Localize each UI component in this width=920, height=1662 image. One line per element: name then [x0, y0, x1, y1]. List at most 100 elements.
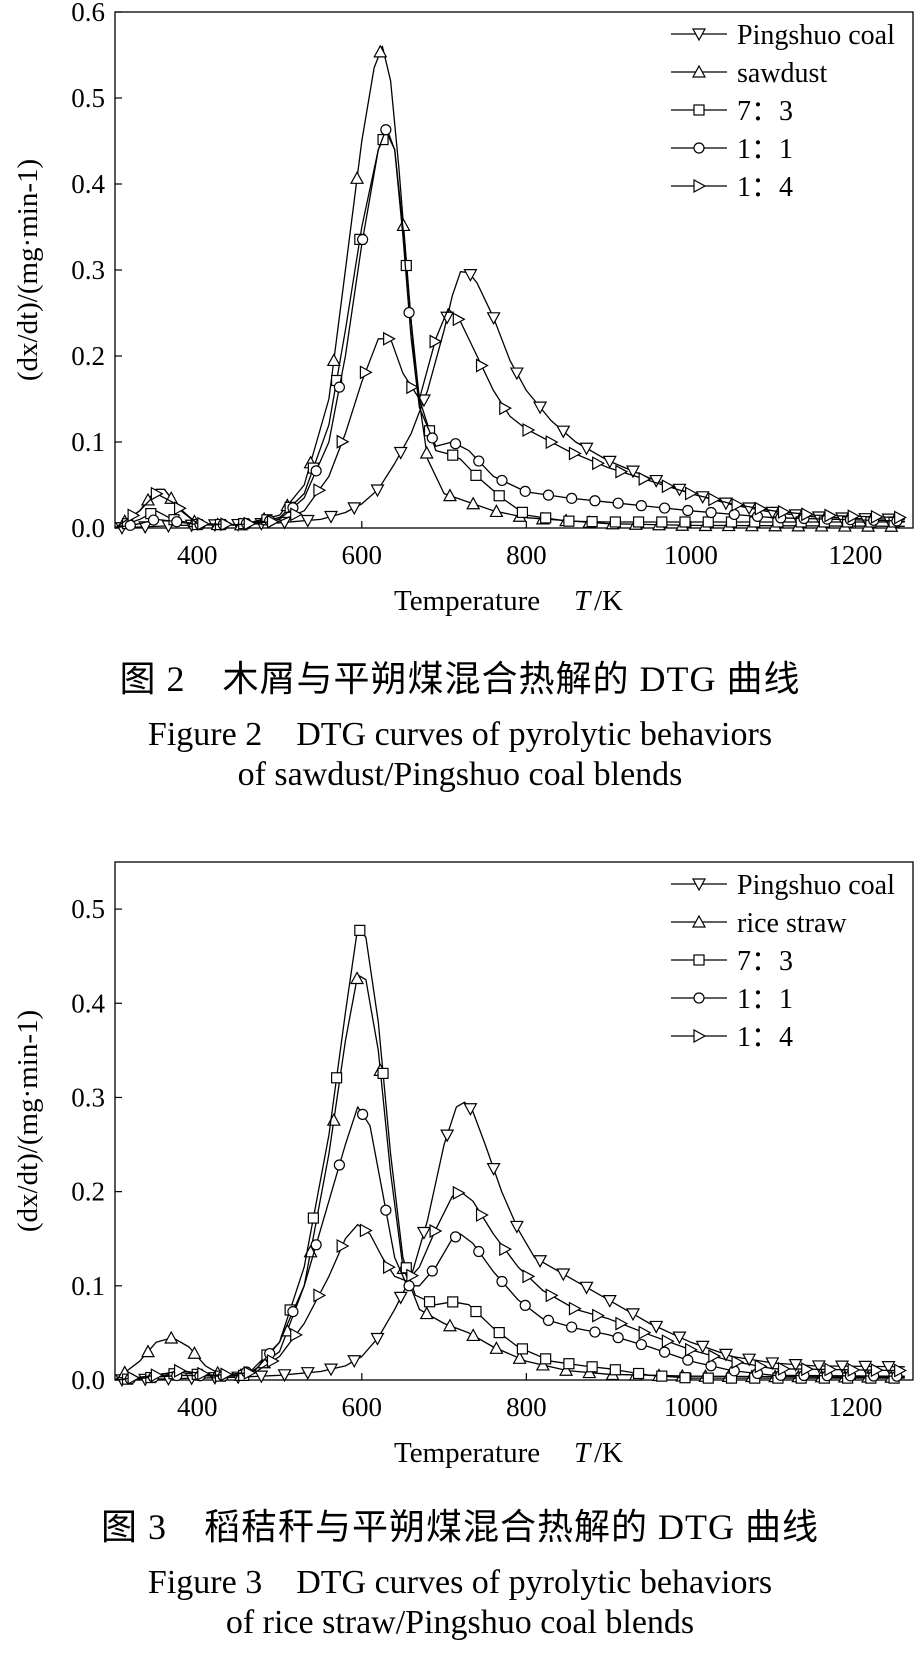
chart1-data-point: [602, 455, 617, 469]
chart2-data-point: [811, 1360, 826, 1374]
chart2-plot-frame: [114, 861, 914, 1381]
chart2-legend-label: Pingshuo coal: [737, 870, 895, 901]
chart1-data-point: [563, 515, 575, 527]
chart1-data-point: [661, 479, 675, 494]
chart1-xtick-label: 400: [177, 540, 218, 570]
chart1-data-point: [592, 456, 605, 471]
chart2-series-line: [114, 1106, 905, 1381]
chart1-y-axis-label: (dx/dt)/(mg·min-1): [12, 159, 44, 381]
chart1-legend-marker-1-4: [693, 178, 707, 194]
chart1-xtick-label: 800: [506, 540, 547, 570]
chart1-data-point: [400, 259, 412, 272]
chart2-data-point: [403, 1280, 415, 1292]
chart2-data-point: [559, 1363, 574, 1376]
chart2-data-point: [452, 1185, 466, 1200]
chart2-legend-label: 7：3: [737, 946, 793, 977]
chart1-data-point: [124, 519, 136, 531]
chart2-data-point: [824, 1362, 838, 1377]
chart2-data-point: [463, 1103, 478, 1117]
chart1-data-point: [347, 502, 362, 516]
chart2-data-point: [632, 1367, 645, 1380]
chart2-legend: Pingshuo coal rice straw 7：3 1：1 1：4: [671, 870, 895, 1053]
chart1-legend-marker-pingshuo-coal: [691, 28, 707, 42]
chart1-data-point: [632, 516, 645, 528]
chart2-data-point: [470, 1305, 482, 1318]
chart1-data-point: [266, 514, 280, 529]
chart1-data-point: [466, 496, 481, 510]
chart2-data-point: [442, 1318, 457, 1332]
chart1-data-point: [609, 516, 621, 528]
chart1-legend-marker-1-1: [693, 142, 705, 154]
chart2-data-point: [672, 1331, 687, 1345]
chart2-data-point: [801, 1362, 815, 1377]
chart2-data-point: [708, 1349, 722, 1364]
chart1-legend-label: sawdust: [737, 58, 827, 89]
chart2-data-point: [512, 1351, 527, 1364]
chart2-x-axis-symbol: T: [574, 1437, 592, 1468]
chart2-data-point: [393, 1291, 408, 1305]
chart1-xtick-label: 1000: [664, 540, 718, 570]
chart1-data-point: [586, 516, 598, 528]
chart1-data-point: [127, 508, 141, 523]
chart1-legend: Pingshuo coal sawdust 7：3 1：1 1：4: [671, 20, 895, 203]
chart2-data-point: [243, 1365, 257, 1380]
chart1-data-point: [568, 446, 582, 461]
chart2-data-point: [705, 1360, 717, 1372]
chart2-ytick-label: 0.4: [71, 988, 105, 1018]
chart1-data-point: [579, 442, 594, 456]
chart2-xtick-label: 1000: [664, 1392, 718, 1422]
chart2-data-point: [440, 1129, 455, 1143]
chart2-data-point: [586, 1361, 598, 1373]
chart2-series-1-4: [114, 1185, 907, 1385]
chart1-data-point: [370, 484, 385, 498]
chart2-ytick-label: 0.2: [71, 1177, 105, 1207]
chart1-data-point: [359, 365, 373, 380]
chart1-data-point: [625, 465, 641, 479]
chart1-data-point: [470, 469, 482, 481]
chart2-data-point: [197, 1366, 211, 1381]
chart2-data-point: [533, 1255, 548, 1268]
chart1-data-point: [635, 500, 647, 512]
chart1-series-line: [114, 308, 905, 529]
chart2-data-point: [489, 1341, 504, 1354]
chart2-data-point: [473, 1245, 485, 1258]
chart2-series-line: [114, 1101, 905, 1381]
figure-2: 0.0 0.1 0.2 0.3 0.4 0.5 0.6 400 600 800 1000 1200 Te…: [0, 0, 920, 830]
chart1-data-point: [324, 510, 339, 524]
chart1-data-point: [519, 485, 531, 497]
chart2-data-point: [173, 1363, 187, 1378]
chart1-data-point: [310, 465, 322, 477]
chart2-data-point: [423, 1296, 436, 1308]
chart2-data-point: [649, 1320, 664, 1334]
chart2-data-point: [702, 1372, 714, 1384]
chart2-x-axis-label: Temperature: [394, 1437, 540, 1468]
chart2-xtick-label: 600: [342, 1392, 383, 1422]
chart1-series-pingshuo-coal: [114, 269, 905, 535]
chart2-data-point: [656, 1370, 668, 1382]
chart1-data-point: [777, 504, 791, 519]
chart1-ytick-label: 0.6: [71, 0, 105, 27]
chart2-data-point: [310, 1239, 322, 1251]
chart1-ytick-label: 0.1: [71, 427, 105, 457]
chart1-data-point: [393, 446, 408, 460]
chart1-data-point: [496, 474, 508, 487]
chart1-data-point: [731, 497, 745, 512]
chart1-data-point: [682, 504, 694, 517]
chart1-data-point: [702, 516, 714, 528]
chart2-xtick-label: 400: [177, 1392, 218, 1422]
chart2-data-point: [718, 1348, 733, 1362]
chart1-data-point: [350, 171, 365, 184]
chart1-data-point: [452, 312, 466, 327]
chart2-data-point: [592, 1308, 605, 1323]
dtg-chart-rice-straw: 0.0 0.1 0.2 0.3 0.4 0.5 400 600 800 1000 1200 Tempe…: [12, 861, 914, 1468]
chart2-ytick-label: 0.3: [71, 1082, 105, 1112]
chart1-ytick-label: 0.2: [71, 341, 105, 371]
chart2-data-point: [140, 1344, 155, 1358]
chart2-data-point: [370, 1332, 385, 1346]
chart2-data-point: [638, 1325, 652, 1340]
chart2-data-point: [847, 1362, 861, 1377]
chart2-data-point: [625, 1308, 641, 1322]
chart2-data-point: [556, 1268, 571, 1282]
chart2-data-point: [357, 1108, 369, 1120]
chart1-data-point: [649, 474, 664, 488]
